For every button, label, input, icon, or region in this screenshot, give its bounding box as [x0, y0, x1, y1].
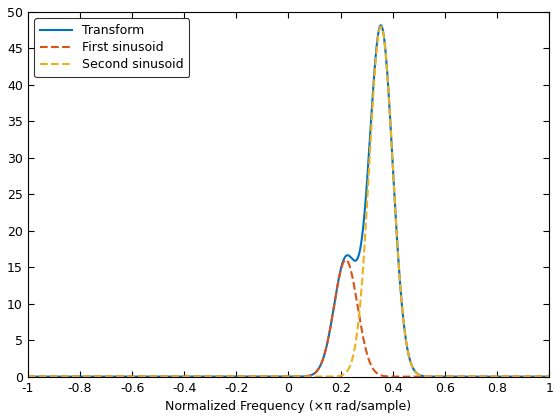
- Transform: [272, 374, 279, 379]
- Legend: Transform, First sinusoid, Second sinusoid: Transform, First sinusoid, Second sinuso…: [34, 18, 189, 77]
- First sinusoid: [504, 374, 511, 379]
- Transform: [403, 342, 410, 347]
- Line: Second sinusoid: Second sinusoid: [28, 26, 549, 377]
- Second sinusoid: [377, 24, 384, 29]
- Second sinusoid: [25, 374, 31, 379]
- Second sinusoid: [403, 342, 410, 347]
- First sinusoid: [244, 374, 250, 379]
- First sinusoid: [248, 374, 254, 379]
- Second sinusoid: [504, 374, 511, 379]
- Transform: [25, 374, 31, 379]
- First sinusoid: [342, 257, 349, 262]
- Transform: [530, 374, 536, 379]
- First sinusoid: [403, 374, 410, 379]
- Transform: [244, 374, 250, 379]
- Second sinusoid: [244, 374, 250, 379]
- Second sinusoid: [546, 374, 553, 379]
- First sinusoid: [546, 374, 553, 379]
- Line: First sinusoid: First sinusoid: [28, 260, 549, 377]
- First sinusoid: [530, 374, 536, 379]
- Line: Transform: Transform: [28, 25, 549, 377]
- X-axis label: Normalized Frequency (×π rad/sample): Normalized Frequency (×π rad/sample): [165, 400, 412, 413]
- Second sinusoid: [530, 374, 536, 379]
- First sinusoid: [272, 374, 279, 379]
- Transform: [377, 23, 384, 28]
- Second sinusoid: [272, 374, 279, 379]
- Transform: [504, 374, 511, 379]
- Second sinusoid: [248, 374, 254, 379]
- First sinusoid: [25, 374, 31, 379]
- Transform: [248, 374, 254, 379]
- Transform: [546, 374, 553, 379]
